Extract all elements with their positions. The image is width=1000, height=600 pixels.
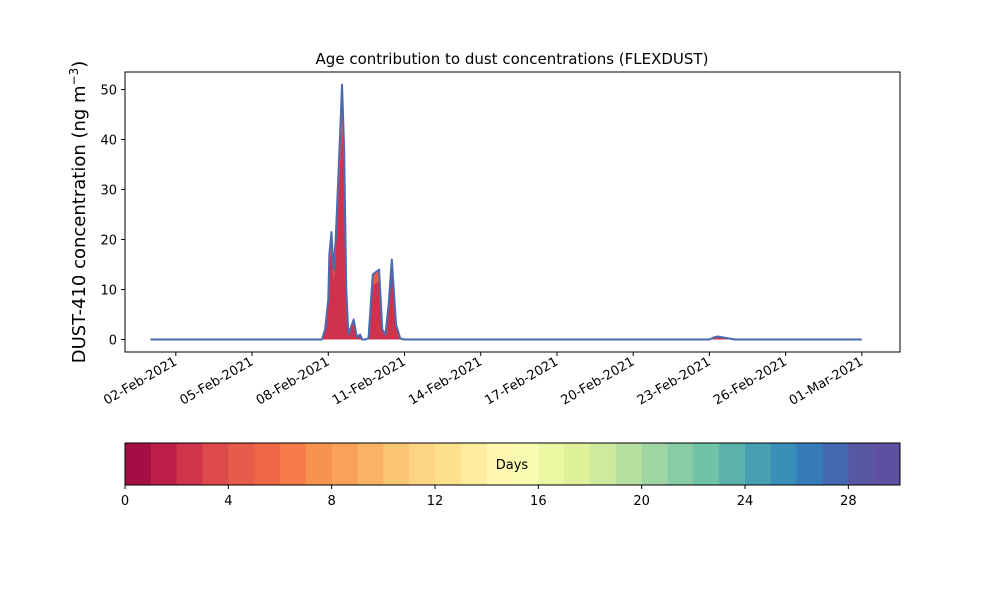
colorbar-block <box>822 443 849 485</box>
y-tick-label: 10 <box>100 284 117 299</box>
colorbar-block <box>254 443 281 485</box>
chart-title: Age contribution to dust concentrations … <box>316 50 709 68</box>
colorbar-block <box>848 443 875 485</box>
colorbar-block <box>770 443 798 485</box>
colorbar-block <box>383 443 410 485</box>
colorbar-block <box>641 443 668 485</box>
colorbar-block <box>409 443 436 485</box>
colorbar-axis: 0 4 8 12 16 20 24 28 <box>121 485 857 509</box>
colorbar-block <box>564 443 591 485</box>
colorbar-block <box>745 443 772 485</box>
y-tick-label: 0 <box>109 334 117 349</box>
colorbar-block <box>460 443 488 485</box>
y-tick-label: 20 <box>100 234 117 249</box>
colorbar-tick-label: 12 <box>427 494 444 509</box>
colorbar-block <box>512 443 539 485</box>
colorbar-block <box>202 443 229 485</box>
y-axis-label-superscript: −3 <box>67 68 81 86</box>
colorbar-block <box>693 443 720 485</box>
y-axis: 0 10 20 30 40 50 <box>100 84 125 349</box>
colorbar-tick-label: 20 <box>633 494 650 509</box>
colorbar-tick-label: 28 <box>840 494 857 509</box>
plot-frame <box>124 71 901 353</box>
colorbar-frame <box>124 442 901 486</box>
colorbar-label: Days <box>496 458 529 473</box>
colorbar-block <box>228 443 255 485</box>
series-line-total <box>150 83 862 341</box>
colorbar-block <box>435 443 462 485</box>
series-lines <box>150 83 862 341</box>
colorbar-tick-label: 4 <box>224 494 232 509</box>
colorbar-block <box>615 443 643 485</box>
colorbar-blocks <box>125 443 901 485</box>
colorbar-tick-label: 16 <box>530 494 547 509</box>
colorbar-block <box>176 443 203 485</box>
colorbar-block <box>719 443 746 485</box>
colorbar: Days 0 4 8 12 16 20 24 28 <box>121 442 901 509</box>
colorbar-block <box>486 443 513 485</box>
y-axis-label-close: ) <box>69 61 90 68</box>
colorbar-block <box>357 443 384 485</box>
colorbar-block <box>590 443 617 485</box>
y-axis-label: DUST-410 concentration (ng m−3) <box>67 61 90 364</box>
colorbar-block <box>280 443 307 485</box>
y-tick-label: 30 <box>100 184 117 199</box>
colorbar-block <box>796 443 823 485</box>
colorbar-block <box>874 443 901 485</box>
colorbar-tick-label: 24 <box>737 494 754 509</box>
colorbar-tick-label: 8 <box>328 494 336 509</box>
colorbar-tick-label: 0 <box>121 494 129 509</box>
colorbar-block <box>125 443 152 485</box>
y-axis-label-main: DUST-410 concentration (ng m <box>69 85 90 363</box>
colorbar-block <box>150 443 178 485</box>
colorbar-block <box>305 443 333 485</box>
colorbar-block <box>331 443 358 485</box>
colorbar-block <box>538 443 565 485</box>
colorbar-block <box>667 443 694 485</box>
y-tick-label: 40 <box>100 134 117 149</box>
y-tick-label: 50 <box>100 84 117 99</box>
